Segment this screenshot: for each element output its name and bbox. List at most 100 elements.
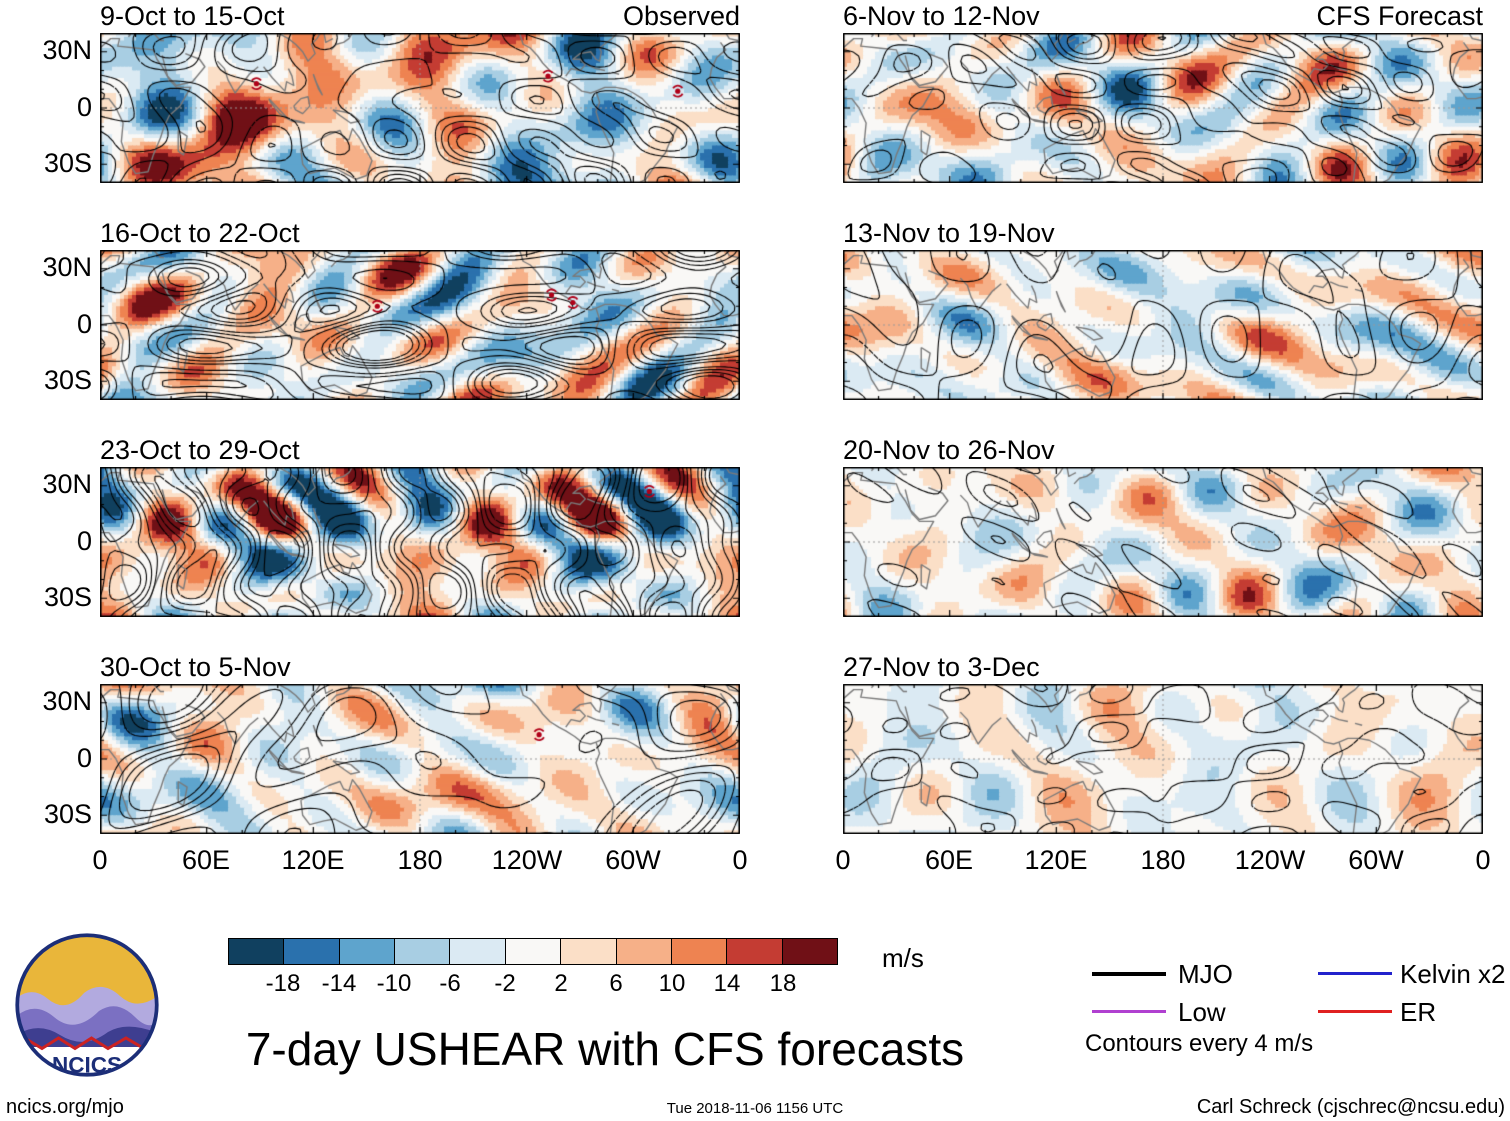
- colorbar-segment: [504, 939, 561, 964]
- panel-forecast-1: 6-Nov to 12-Nov CFS Forecast: [843, 2, 1483, 183]
- map-canvas-forecast-1: [843, 33, 1483, 183]
- legend-label-er: ER: [1400, 997, 1437, 1027]
- map-canvas-forecast-2: [843, 250, 1483, 400]
- panel-title: 16-Oct to 22-Oct: [100, 219, 740, 250]
- colorbar-segment: [670, 939, 727, 964]
- lon-label: 0: [92, 845, 108, 875]
- lat-label-eq: 0: [76, 309, 92, 339]
- footer-credit: Carl Schreck (cjschrec@ncsu.edu): [1196, 1096, 1505, 1118]
- legend-label-kelvin: Kelvin x2: [1400, 959, 1506, 989]
- map-canvas-forecast-3: [843, 467, 1483, 617]
- logo-red-zigzag: [17, 1036, 157, 1051]
- lat-label-30n: 30N: [42, 252, 92, 282]
- colorbar-tick: -18: [265, 970, 301, 997]
- panel-title: 9-Oct to 15-Oct Observed: [100, 2, 740, 33]
- panel-title: 13-Nov to 19-Nov: [843, 219, 1483, 250]
- lon-label: 0: [732, 845, 748, 875]
- logo-text: NCICS: [52, 1053, 122, 1078]
- lon-label: 120W: [491, 845, 563, 875]
- lat-label-30n: 30N: [42, 469, 92, 499]
- lat-label-eq: 0: [76, 526, 92, 556]
- contour-interval-note: Contours every 4 m/s: [1085, 1030, 1314, 1057]
- colorbar-segment: [449, 939, 505, 964]
- colorbar-segment: [726, 939, 782, 964]
- colorbar-units: m/s: [882, 943, 924, 973]
- panel-title: 30-Oct to 5-Nov: [100, 653, 740, 684]
- lon-label: 60E: [181, 845, 231, 875]
- panel-period: 20-Nov to 26-Nov: [843, 435, 1055, 465]
- colorbar-tick: -10: [376, 970, 412, 997]
- lon-label: 180: [1140, 845, 1186, 875]
- lon-label: 0: [1475, 845, 1491, 875]
- legend-line-low: [1092, 1010, 1166, 1013]
- lat-label-30n: 30N: [42, 35, 92, 65]
- lon-label: 120E: [1024, 845, 1088, 875]
- colorbar-segment: [394, 939, 450, 964]
- logo-art: NCICS: [17, 935, 157, 1078]
- panel-observed-4: 30-Oct to 5-Nov: [100, 653, 740, 834]
- logo-ring: [15, 933, 159, 1077]
- map-canvas-observed-1: [100, 33, 740, 183]
- colorbar-tick: -14: [321, 970, 357, 997]
- panel-title: 27-Nov to 3-Dec: [843, 653, 1483, 684]
- panel-forecast-3: 20-Nov to 26-Nov: [843, 436, 1483, 617]
- colorbar-tick: 14: [713, 970, 741, 997]
- panel-title: 6-Nov to 12-Nov CFS Forecast: [843, 2, 1483, 33]
- panel-period: 16-Oct to 22-Oct: [100, 218, 300, 248]
- legend-label-mjo: MJO: [1178, 959, 1233, 989]
- legend-line-kelvin: [1318, 972, 1392, 975]
- lon-label: 180: [397, 845, 443, 875]
- colorbar-tick: -2: [494, 970, 516, 997]
- map-canvas-forecast-4: [843, 684, 1483, 834]
- column-label-observed: Observed: [622, 1, 740, 31]
- colorbar-tick: -6: [439, 970, 461, 997]
- lat-label-30s: 30S: [43, 582, 92, 612]
- column-label-forecast: CFS Forecast: [1316, 1, 1483, 31]
- colorbar: [228, 938, 838, 965]
- panel-period: 9-Oct to 15-Oct: [100, 1, 285, 31]
- map-canvas-observed-3: [100, 467, 740, 617]
- legend-label-low: Low: [1178, 997, 1226, 1027]
- colorbar-segment: [229, 939, 284, 964]
- panel-period: 6-Nov to 12-Nov: [843, 1, 1040, 31]
- ncics-logo: NCICS: [15, 933, 159, 1078]
- panel-period: 23-Oct to 29-Oct: [100, 435, 300, 465]
- panel-period: 30-Oct to 5-Nov: [100, 652, 291, 682]
- colorbar-tick: 2: [554, 970, 568, 997]
- colorbar-tick: 18: [769, 970, 797, 997]
- panel-title: 23-Oct to 29-Oct: [100, 436, 740, 467]
- lat-label-30s: 30S: [43, 799, 92, 829]
- panel-observed-3: 23-Oct to 29-Oct: [100, 436, 740, 617]
- colorbar-segment: [615, 939, 671, 964]
- colorbar-segment: [283, 939, 339, 964]
- lon-label: 60W: [1348, 845, 1404, 875]
- lon-label: 120W: [1234, 845, 1306, 875]
- lon-label: 120E: [281, 845, 345, 875]
- map-canvas-observed-2: [100, 250, 740, 400]
- panel-title: 20-Nov to 26-Nov: [843, 436, 1483, 467]
- lat-label-30s: 30S: [43, 148, 92, 178]
- legend-line-er: [1318, 1010, 1392, 1013]
- lat-label-30s: 30S: [43, 365, 92, 395]
- lon-label: 60W: [605, 845, 661, 875]
- panel-observed-2: 16-Oct to 22-Oct: [100, 219, 740, 400]
- footer-url: ncics.org/mjo: [6, 1096, 124, 1118]
- panel-period: 27-Nov to 3-Dec: [843, 652, 1040, 682]
- lat-label-30n: 30N: [42, 686, 92, 716]
- lon-label: 60E: [924, 845, 974, 875]
- panel-observed-1: 9-Oct to 15-Oct Observed: [100, 2, 740, 183]
- footer-timestamp: Tue 2018-11-06 1156 UTC: [666, 1100, 844, 1117]
- lat-label-eq: 0: [76, 92, 92, 122]
- colorbar-tick: 10: [658, 970, 686, 997]
- colorbar-segment: [781, 939, 837, 964]
- lon-label: 0: [835, 845, 851, 875]
- colorbar-segment: [560, 939, 616, 964]
- colorbar-tick: 6: [609, 970, 623, 997]
- lat-label-eq: 0: [76, 743, 92, 773]
- colorbar-segment: [338, 939, 395, 964]
- map-canvas-observed-4: [100, 684, 740, 834]
- panel-forecast-4: 27-Nov to 3-Dec: [843, 653, 1483, 834]
- panel-period: 13-Nov to 19-Nov: [843, 218, 1055, 248]
- panel-forecast-2: 13-Nov to 19-Nov: [843, 219, 1483, 400]
- legend-line-mjo: [1092, 972, 1166, 976]
